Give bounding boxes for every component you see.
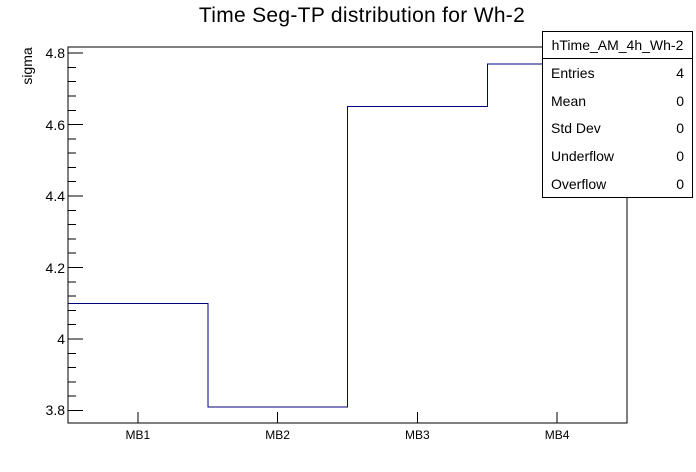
stats-row-stddev: Std Dev 0 (543, 120, 692, 136)
x-tick-label: MB3 (405, 428, 430, 442)
y-tick-label: 4.8 (45, 45, 65, 62)
stats-label: Std Dev (551, 120, 601, 137)
stats-box: hTime_AM_4h_Wh-2 Entries 4 Mean 0 Std De… (542, 31, 693, 198)
stats-row-mean: Mean 0 (543, 93, 692, 109)
y-tick-label: 3.8 (45, 402, 65, 419)
stats-row-overflow: Overflow 0 (543, 176, 692, 192)
stats-value: 4 (676, 64, 684, 81)
stats-label: Entries (551, 64, 595, 81)
stats-box-rows: Entries 4 Mean 0 Std Dev 0 Underflow 0 O… (543, 59, 692, 198)
stats-row-entries: Entries 4 (543, 65, 692, 81)
x-tick-label: MB4 (544, 428, 570, 442)
chart-title: Time Seg-TP distribution for Wh-2 (198, 4, 526, 27)
x-tick-label: MB1 (125, 428, 151, 442)
y-tick-label: 4 (57, 331, 65, 347)
stats-box-title: hTime_AM_4h_Wh-2 (543, 32, 692, 59)
x-tick-label: MB2 (265, 428, 290, 442)
plot-frame (67, 46, 628, 424)
stats-label: Mean (551, 92, 587, 109)
y-tick-label: 4.4 (45, 188, 65, 205)
stats-row-underflow: Underflow 0 (543, 148, 692, 164)
stats-value: 0 (676, 176, 684, 193)
y-tick-label: 4.2 (45, 259, 65, 276)
y-tick-label: 4.6 (45, 116, 65, 133)
stats-label: Overflow (551, 176, 607, 193)
stats-value: 0 (676, 120, 684, 137)
stats-value: 0 (676, 148, 684, 165)
stats-label: Underflow (551, 148, 615, 165)
stats-value: 0 (676, 92, 684, 109)
